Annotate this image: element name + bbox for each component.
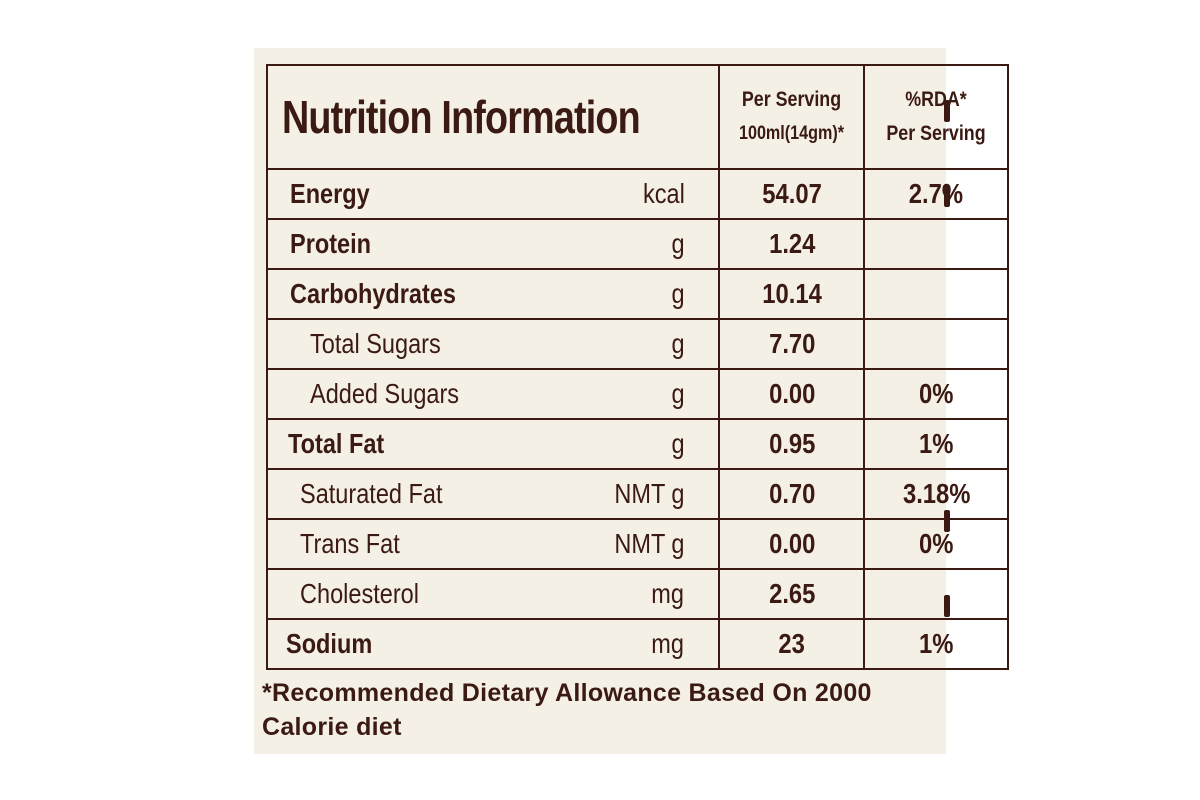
nutrient-name: Sodium (286, 628, 373, 659)
nutrient-unit: NMT g (614, 478, 685, 509)
nutrient-unit: kcal (642, 178, 685, 209)
per-serving-value-text: 23 (778, 628, 806, 659)
per-serving-value-text: 0.95 (768, 428, 816, 459)
nutrient-unit: g (671, 278, 685, 309)
per-serving-value-text: 54.07 (762, 178, 822, 209)
table-row: Protein g 1.24 (265, 218, 1010, 270)
nutrient-cell: Sodium mg (265, 618, 721, 670)
rda-header-line1: %RDA* (905, 88, 968, 111)
rda-value: 0% (863, 518, 1010, 570)
per-serving-value-text: 0.00 (768, 528, 816, 559)
nutrient-cell: Energy kcal (265, 168, 721, 220)
per-serving-value: 0.00 (718, 518, 866, 570)
nutrient-unit: mg (651, 628, 685, 659)
nutrient-unit: NMT g (614, 528, 685, 559)
table-row: Total Sugars g 7.70 (265, 318, 1010, 370)
per-serving-value: 1.24 (718, 218, 866, 270)
nutrient-name: Saturated Fat (300, 478, 443, 509)
table-row: Trans Fat NMT g 0.00 0% (265, 518, 1010, 570)
nutrient-cell: Total Fat g (265, 418, 721, 470)
nutrient-cell: Protein g (265, 218, 721, 270)
rda-value-text: 1% (919, 428, 954, 459)
rda-value (863, 568, 1010, 620)
per-serving-value: 0.70 (718, 468, 866, 520)
table-title-text: Nutrition Information (282, 91, 641, 143)
table-title: Nutrition Information (265, 64, 721, 170)
rda-header-line2: Per Serving (886, 122, 986, 145)
table-row: Added Sugars g 0.00 0% (265, 368, 1010, 420)
nutrition-table: Nutrition Information Per Serving 100ml(… (265, 64, 1010, 670)
nutrient-name: Cholesterol (300, 578, 419, 609)
nutrient-unit: g (671, 228, 685, 259)
nutrient-unit: mg (651, 578, 685, 609)
rda-value (863, 318, 1010, 370)
per-serving-value: 0.95 (718, 418, 866, 470)
nutrient-cell: Added Sugars g (265, 368, 721, 420)
rda-value: 2.7% (863, 168, 1010, 220)
per-serving-value: 10.14 (718, 268, 866, 320)
nutrient-cell: Trans Fat NMT g (265, 518, 721, 570)
rda-header: %RDA* Per Serving (863, 64, 1010, 170)
rda-value-text: 0% (919, 378, 954, 409)
per-serving-value: 0.00 (718, 368, 866, 420)
per-serving-value: 7.70 (718, 318, 866, 370)
nutrient-unit: g (671, 378, 685, 409)
nutrient-cell: Cholesterol mg (265, 568, 721, 620)
rda-footnote: *Recommended Dietary Allowance Based On … (262, 679, 872, 741)
table-row: Carbohydrates g 10.14 (265, 268, 1010, 320)
rda-value-text: 3.18% (902, 478, 971, 509)
per-serving-value-text: 0.00 (768, 378, 816, 409)
nutrient-cell: Total Sugars g (265, 318, 721, 370)
per-serving-value-text: 10.14 (762, 278, 822, 309)
nutrient-name: Total Fat (288, 428, 385, 459)
rda-value: 1% (863, 418, 1010, 470)
per-serving-value-text: 0.70 (768, 478, 816, 509)
table-row: Cholesterol mg 2.65 (265, 568, 1010, 620)
nutrient-name: Energy (290, 178, 370, 209)
per-serving-header-line1: Per Serving (742, 88, 842, 111)
nutrient-unit: g (671, 428, 685, 459)
per-serving-value: 2.65 (718, 568, 866, 620)
nutrient-name: Total Sugars (310, 328, 441, 359)
per-serving-value-text: 7.70 (768, 328, 816, 359)
nutrient-cell: Carbohydrates g (265, 268, 721, 320)
per-serving-value-text: 2.65 (768, 578, 816, 609)
table-header-row: Nutrition Information Per Serving 100ml(… (265, 64, 1010, 170)
nutrient-name: Carbohydrates (290, 278, 457, 309)
per-serving-value: 23 (718, 618, 866, 670)
rda-value: 1% (863, 618, 1010, 670)
nutrient-unit: g (671, 328, 685, 359)
per-serving-header: Per Serving 100ml(14gm)* (718, 64, 866, 170)
per-serving-value-text: 1.24 (768, 228, 816, 259)
nutrient-cell: Saturated Fat NMT g (265, 468, 721, 520)
rda-value-text: 1% (919, 628, 954, 659)
per-serving-value: 54.07 (718, 168, 866, 220)
table-row: Saturated Fat NMT g 0.70 3.18% (265, 468, 1010, 520)
nutrient-name: Trans Fat (300, 528, 400, 559)
nutrient-name: Added Sugars (310, 378, 460, 409)
table-row: Total Fat g 0.95 1% (265, 418, 1010, 470)
rda-value-text: 2.7% (909, 178, 964, 209)
table-row: Sodium mg 23 1% (265, 618, 1010, 670)
nutrient-name: Protein (290, 228, 372, 259)
rda-value-text: 0% (919, 528, 954, 559)
rda-value: 3.18% (863, 468, 1010, 520)
rda-value (863, 218, 1010, 270)
rda-value: 0% (863, 368, 1010, 420)
per-serving-header-line2: 100ml(14gm)* (739, 123, 845, 144)
table-row: Energy kcal 54.07 2.7% (265, 168, 1010, 220)
rda-value (863, 268, 1010, 320)
